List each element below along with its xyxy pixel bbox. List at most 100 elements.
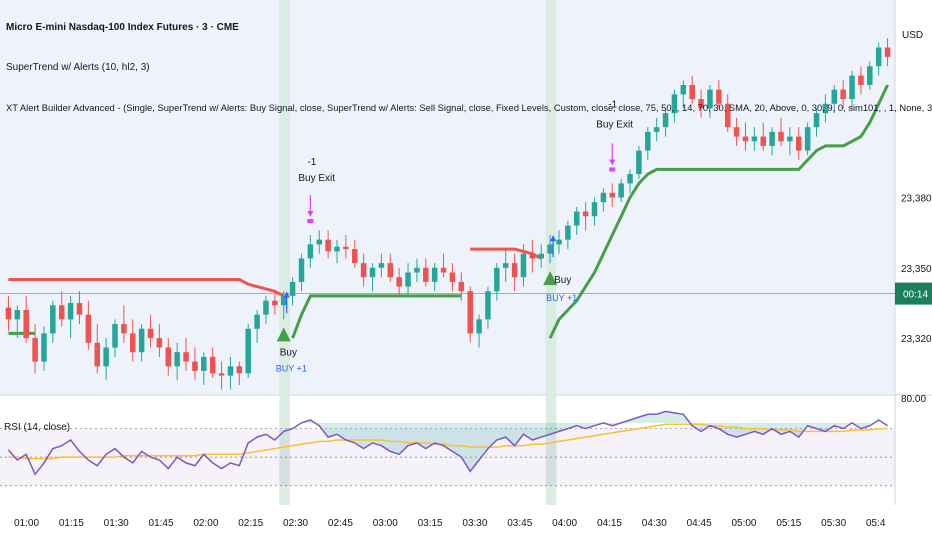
time-tick-label: 01:30 — [104, 518, 129, 529]
candle-body — [5, 307, 12, 320]
time-tick-label: 04:00 — [552, 518, 577, 529]
candle-body — [280, 295, 287, 306]
price-tick-label: 23,380.00 — [901, 194, 932, 205]
candle-body — [600, 192, 607, 203]
candle-body — [334, 246, 340, 252]
candle-body — [263, 300, 269, 315]
candle-body — [529, 253, 536, 259]
candle-body — [884, 47, 891, 57]
signal-highlight-bar — [279, 0, 290, 505]
candle-body — [50, 305, 56, 334]
supertrend-up-line — [548, 84, 889, 339]
candle-body — [760, 136, 766, 146]
candle-body — [547, 244, 553, 254]
candle-body — [431, 267, 438, 282]
buy-exit-tag-2: -1 — [608, 99, 617, 110]
time-axis-ticks: 01:00 01:15 01:30 01:45 02:00 02:15 02:30 02:45… — [14, 518, 886, 529]
candle-body — [724, 103, 731, 128]
candle-body — [414, 267, 420, 273]
time-tick-label: 02:15 — [238, 518, 263, 529]
current-price-badge — [895, 282, 932, 305]
candle-body — [787, 136, 793, 142]
candle-body — [121, 324, 127, 334]
time-tick-label: 03:30 — [462, 518, 487, 529]
candle-body — [209, 356, 216, 374]
buy-signal-label-2: Buy — [554, 275, 571, 286]
candle-body — [440, 267, 447, 273]
candle-body — [112, 324, 118, 348]
time-tick-label: 05:00 — [731, 518, 756, 529]
signal-markers — [276, 143, 616, 342]
candle-body — [343, 246, 349, 250]
time-tick-label: 05:30 — [821, 518, 846, 529]
indicator-supertrend-label[interactable]: SuperTrend w/ Alerts (10, hl2, 3) — [6, 62, 150, 73]
candle-body — [165, 347, 172, 367]
rsi-tick-80: 80.00 — [901, 394, 926, 405]
buy-arrow-icon — [276, 327, 291, 342]
exit-marker-bar — [307, 219, 314, 223]
candle-body — [698, 99, 704, 109]
rsi-ma-line — [8, 423, 888, 460]
candle-body — [822, 103, 829, 114]
candle-body — [636, 150, 642, 175]
candle-body — [565, 225, 571, 240]
candle-body — [201, 356, 207, 371]
time-axis-background — [0, 505, 932, 550]
chart-title: Micro E-mini Nasdaq-100 Index Futures · … — [6, 22, 239, 33]
time-tick-label: 05:4 — [866, 518, 886, 529]
time-tick-label: 03:00 — [373, 518, 398, 529]
candle-body — [289, 281, 296, 296]
candle-body — [716, 89, 722, 104]
candle-body — [67, 302, 74, 320]
candle-body — [556, 239, 562, 245]
candle-body — [387, 263, 394, 278]
candle-body — [41, 333, 47, 362]
candle-body — [538, 253, 544, 259]
candle-body — [796, 136, 802, 151]
candle-body — [272, 300, 278, 306]
candle-body — [218, 373, 225, 376]
candle-body — [183, 352, 189, 362]
current-time-label: 00:14 — [903, 290, 928, 301]
candle-body — [94, 342, 100, 367]
candle-body — [405, 272, 411, 287]
time-tick-label: 02:00 — [193, 518, 218, 529]
candle-body — [449, 272, 456, 282]
time-tick-label: 04:45 — [687, 518, 712, 529]
buy-signal-label: Buy — [280, 347, 297, 358]
buy-arrow-icon — [543, 271, 558, 286]
candle-body — [858, 75, 864, 85]
candle-body — [609, 192, 616, 198]
candle-body — [85, 314, 92, 343]
candle-body — [156, 338, 163, 348]
exit-marker-bar — [609, 167, 616, 172]
buy-marker-icon — [550, 235, 557, 242]
price-axis-ticks: 23,380.00 23,350.00 23,320.00 — [901, 194, 932, 346]
candle-body — [645, 131, 651, 151]
buy-exit-label-2: Buy Exit — [596, 119, 633, 130]
candle-body — [831, 89, 838, 104]
buy-marker-icon — [283, 291, 290, 298]
candle-body — [423, 267, 429, 282]
candle-body — [369, 267, 376, 278]
candle-body — [502, 263, 509, 268]
candle-body — [458, 281, 465, 292]
candle-body — [520, 253, 527, 278]
candle-body — [849, 75, 855, 100]
currency-label: USD — [902, 30, 923, 41]
price-tick-label: 23,320.00 — [901, 334, 932, 345]
candle-body — [396, 277, 402, 287]
candle-body — [494, 267, 500, 292]
rsi-title[interactable]: RSI (14, close) — [4, 422, 70, 433]
buy-exit-tag: -1 — [307, 157, 316, 168]
rsi-line — [7, 410, 889, 476]
candle-body — [192, 361, 198, 371]
candle-body — [511, 263, 518, 278]
indicator-alert-builder-label[interactable]: XT Alert Builder Advanced - (Single, Sup… — [6, 102, 932, 113]
candle-body — [653, 127, 660, 132]
candle-body — [14, 310, 21, 320]
candle-body — [236, 366, 243, 374]
candle-body — [733, 127, 740, 137]
candle-body — [360, 263, 367, 278]
